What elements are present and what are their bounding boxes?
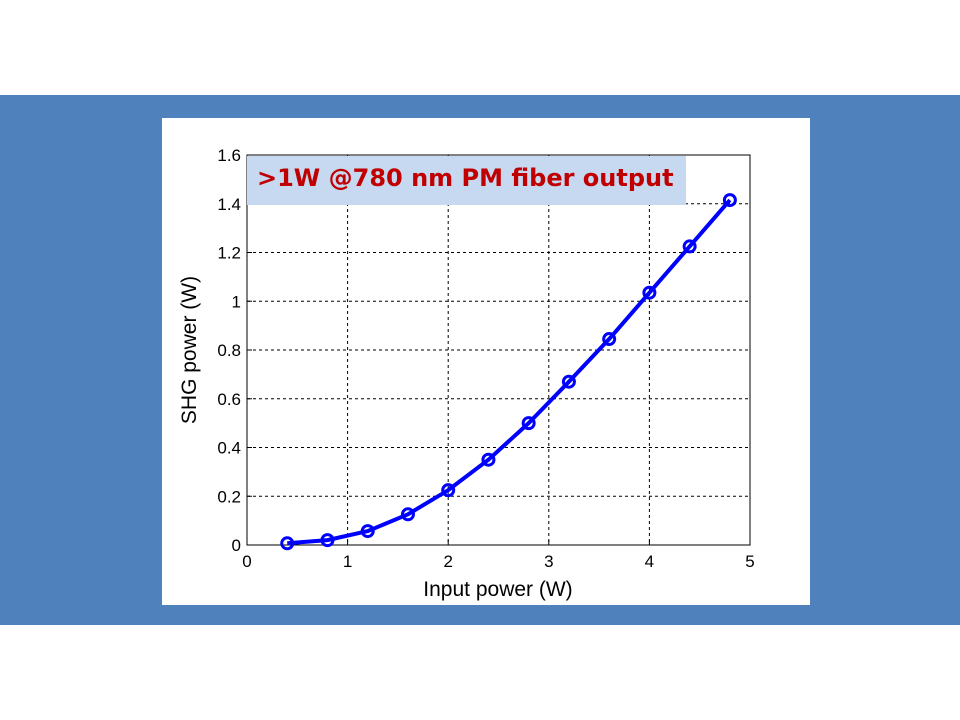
data-point [360,524,375,539]
y-tick-label: 0.8 [217,341,241,360]
y-tick-label: 0.4 [217,439,241,458]
x-tick-label: 0 [242,552,251,571]
data-point [682,239,697,254]
data-point [481,452,496,467]
y-tick-label: 0 [232,536,241,555]
data-point [280,536,295,551]
y-tick-label: 0.6 [217,390,241,409]
data-point [642,285,657,300]
x-tick-label: 2 [443,552,452,571]
x-axis-label: Input power (W) [423,578,572,601]
x-tick-label: 5 [745,552,754,571]
data-point [441,483,456,498]
x-tick-label: 1 [343,552,352,571]
x-tick-label: 3 [544,552,553,571]
y-axis-label: SHG power (W) [178,276,201,424]
data-point [320,533,335,548]
y-tick-label: 1.2 [217,244,241,263]
x-tick-label: 4 [645,552,654,571]
data-point [722,193,737,208]
data-point [602,332,617,347]
data-point [400,507,415,522]
ticks: 0 1 2 3 4 5 0 0.2 0.4 0.6 0.8 1 1.2 1.4 1.6 [217,146,754,571]
y-tick-label: 0.2 [217,487,241,506]
annotation-box: >1W @780 nm PM fiber output [247,156,686,205]
data-point [561,374,576,389]
y-tick-label: 1.4 [217,195,241,214]
y-tick-label: 1.6 [217,146,241,165]
annotation-text: >1W @780 nm PM fiber output [257,164,674,192]
grid [247,155,750,545]
data-point [521,416,536,431]
series-line [287,198,732,546]
y-tick-label: 1 [232,292,241,311]
series [280,193,737,551]
